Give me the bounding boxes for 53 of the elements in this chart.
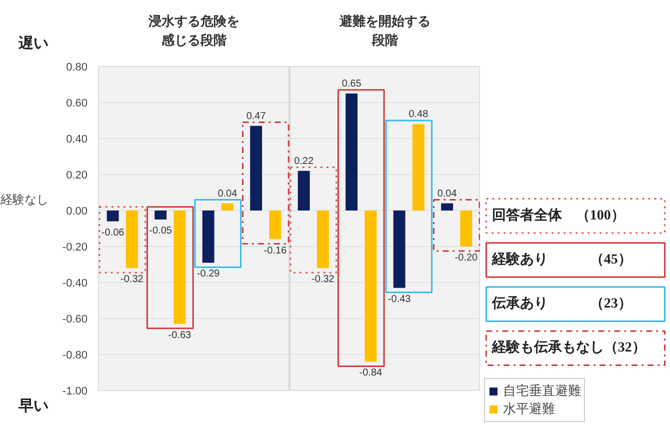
y-tick-label: -0.60 xyxy=(62,314,88,326)
bar xyxy=(412,124,424,210)
bar xyxy=(202,210,214,263)
y-tick-label: -0.80 xyxy=(62,350,88,362)
text: 遅い xyxy=(18,35,48,52)
y-tick-label: 0.80 xyxy=(66,62,88,74)
bar xyxy=(441,203,454,210)
data-label: -0.32 xyxy=(312,274,335,286)
data-label: -0.06 xyxy=(101,227,125,238)
bar xyxy=(106,210,119,222)
bar xyxy=(393,210,406,288)
text: 経験なし xyxy=(0,192,48,206)
bar xyxy=(460,210,472,246)
text: 経験あり （45） xyxy=(490,252,632,268)
data-label: -0.63 xyxy=(168,330,192,341)
bar xyxy=(250,126,262,210)
bar xyxy=(364,210,377,362)
data-label: -0.05 xyxy=(149,226,172,236)
bar xyxy=(174,210,186,324)
bar xyxy=(269,210,282,240)
y-tick-label: -0.20 xyxy=(62,242,88,254)
data-label: -0.16 xyxy=(264,245,288,256)
text: 伝承あり （23） xyxy=(490,296,632,312)
data-label: -0.84 xyxy=(359,368,383,379)
data-label: -0.20 xyxy=(454,252,478,264)
data-label: 0.47 xyxy=(246,110,266,122)
bar xyxy=(346,94,358,210)
text: 早い xyxy=(18,398,48,415)
data-label: -0.29 xyxy=(196,268,220,280)
y-tick-label: -1.00 xyxy=(62,386,88,398)
data-label: 0.04 xyxy=(437,188,458,200)
data-label: 0.48 xyxy=(408,109,429,120)
data-label: -0.32 xyxy=(120,274,144,286)
data-label: 0.22 xyxy=(294,156,314,167)
legend-label: 水平避難 xyxy=(503,400,555,418)
bar xyxy=(221,203,234,210)
text: 回答者全体 （100） xyxy=(492,207,625,224)
bar xyxy=(126,210,138,268)
y-tick-label: 0.40 xyxy=(66,134,88,146)
y-tick-label: -0.40 xyxy=(62,278,88,290)
data-label: -0.43 xyxy=(388,294,412,305)
y-tick-label: 0.20 xyxy=(66,170,88,182)
bar xyxy=(154,210,167,220)
bar xyxy=(298,170,310,210)
y-tick-label: 0.60 xyxy=(66,98,88,110)
legend-label: 自宅垂直避難 xyxy=(503,382,581,400)
text: 経験も伝承もなし（32） xyxy=(490,340,646,356)
data-label: 0.04 xyxy=(218,188,238,200)
text: 避難を開始する段階 xyxy=(338,14,430,48)
y-tick-label: 0.00 xyxy=(66,206,88,218)
bar xyxy=(316,210,329,268)
text: 浸水する危険を感じる段階 xyxy=(148,14,240,48)
data-label: 0.65 xyxy=(342,78,362,90)
